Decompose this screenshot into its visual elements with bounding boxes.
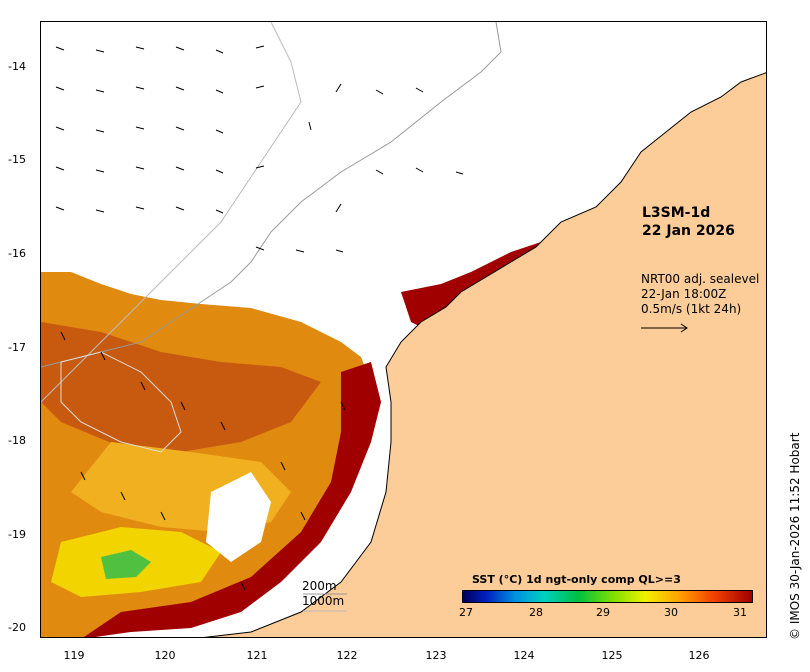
contour-1000m	[41, 22, 302, 403]
current-vectors	[55, 45, 464, 591]
map-frame[interactable]	[40, 21, 767, 638]
contour-legend: 200m 1000m	[302, 579, 344, 609]
colorbar-title: SST (°C) 1d ngt-only comp QL>=3	[472, 573, 681, 586]
lat-tick: -15	[8, 153, 26, 166]
colorbar-tick: 27	[459, 606, 473, 619]
contour-inner	[60, 351, 182, 453]
contour-200m	[41, 22, 502, 368]
colorbar-tick: 28	[529, 606, 543, 619]
contour-label-200m: 200m	[302, 579, 337, 593]
product-date: 22 Jan 2026	[642, 223, 735, 239]
product-title: L3SM-1d 22 Jan 2026	[642, 204, 735, 240]
lon-tick: 120	[154, 649, 176, 662]
cloud-patch	[206, 472, 271, 562]
colorbar-tick: 30	[664, 606, 678, 619]
lat-tick: -20	[8, 621, 26, 634]
colorbar-tick: 31	[733, 606, 747, 619]
lon-tick: 123	[425, 649, 447, 662]
lon-tick: 125	[601, 649, 623, 662]
lat-tick: -16	[8, 247, 26, 260]
current-source: NRT00 adj. sealevel	[641, 272, 760, 286]
current-info: NRT00 adj. sealevel 22-Jan 18:00Z 0.5m/s…	[641, 272, 759, 317]
sst-hot-coastal	[83, 362, 381, 637]
colorbar	[462, 590, 753, 603]
lat-tick: -17	[8, 341, 26, 354]
lon-tick: 126	[688, 649, 710, 662]
lon-tick: 124	[513, 649, 535, 662]
credit-text: © IMOS 30-Jan-2026 11:52 Hobart	[788, 432, 802, 640]
contour-label-1000m: 1000m	[302, 594, 345, 608]
lon-tick: 122	[336, 649, 358, 662]
current-scale: 0.5m/s (1kt 24h)	[641, 302, 742, 316]
lon-tick: 121	[246, 649, 268, 662]
lon-tick: 119	[63, 649, 85, 662]
current-scale-arrow	[641, 323, 688, 333]
product-name: L3SM-1d	[642, 205, 711, 221]
land-australia	[203, 72, 766, 637]
lat-tick: -18	[8, 434, 26, 447]
sst-map	[41, 22, 766, 637]
sst-green-patch	[101, 550, 151, 579]
lat-tick: -14	[8, 60, 26, 73]
sst-orange-band	[41, 322, 321, 452]
lat-tick: -19	[8, 528, 26, 541]
colorbar-tick: 29	[596, 606, 610, 619]
current-time: 22-Jan 18:00Z	[641, 287, 727, 301]
